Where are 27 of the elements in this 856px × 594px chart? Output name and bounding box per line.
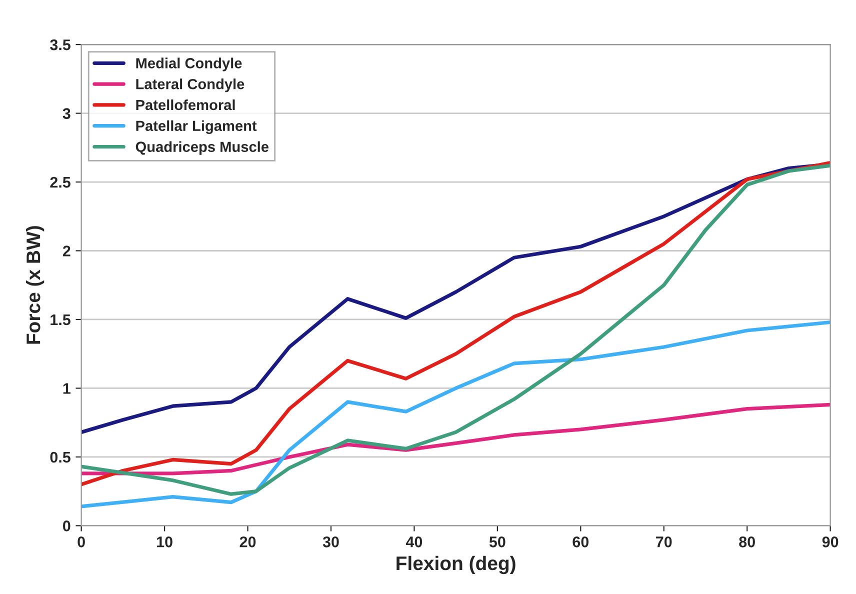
x-tick-label: 30	[322, 536, 339, 548]
legend-label: Quadriceps Muscle	[136, 141, 269, 155]
x-tick-label: 80	[739, 536, 755, 548]
y-tick-label: 1.5	[50, 314, 70, 326]
x-tick-label: 90	[822, 536, 838, 548]
x-tick-label: 0	[78, 536, 85, 548]
x-tick-label: 40	[406, 536, 422, 548]
y-tick-label: 0.5	[50, 452, 70, 463]
y-tick-label: 3.5	[50, 39, 70, 50]
legend-label: Patellar Ligament	[136, 120, 257, 134]
legend-label: Patellofemoral	[136, 99, 235, 110]
line-series	[81, 320, 830, 508]
y-tick-label: 0	[63, 520, 70, 532]
y-tick-label: 1	[63, 383, 70, 394]
y-tick-label: 2.5	[50, 176, 70, 188]
y-tick-label: 3	[62, 108, 70, 119]
x-tick-label: 10	[157, 536, 172, 548]
x-tick-label: 70	[656, 536, 672, 548]
x-axis-title: Flexion (deg)	[396, 556, 516, 574]
x-tick-label: 60	[572, 536, 589, 548]
legend-label: Lateral Condyle	[136, 78, 244, 92]
line-series	[81, 402, 830, 476]
x-tick-label: 50	[489, 536, 506, 548]
legend-label: Medial Condyle	[136, 58, 242, 72]
x-tick-label: 20	[240, 536, 256, 548]
y-axis-title: Force (x BW)	[26, 226, 44, 344]
y-tick-label: 2	[62, 246, 70, 256]
